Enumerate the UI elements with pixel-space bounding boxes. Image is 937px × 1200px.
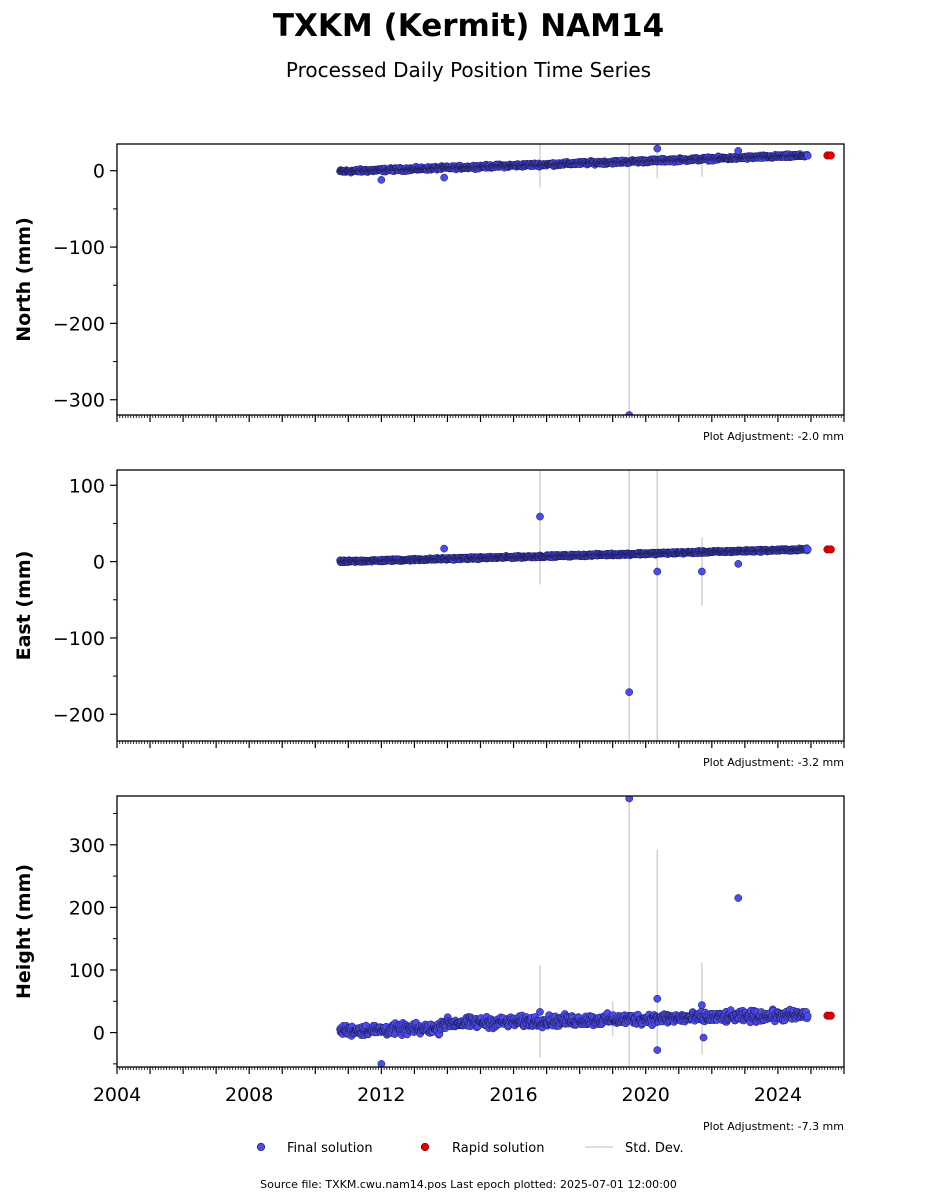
rapid-point <box>826 151 835 160</box>
final-point-outlier <box>698 567 706 576</box>
final-point <box>803 1012 812 1020</box>
final-point-outlier <box>698 1001 706 1009</box>
panels: 0 −100 −200 −300 North (mm) Plot Adjustment: … <box>13 143 845 1133</box>
final-point-outlier <box>653 994 662 1003</box>
ytick-label: 0 <box>93 1023 105 1045</box>
final-point-outlier <box>440 173 448 182</box>
final-point-outlier <box>734 894 743 902</box>
figure-title: TXKM (Kermit) NAM14 <box>273 8 664 44</box>
ytick-label: 0 <box>93 552 105 574</box>
final-point-outlier <box>625 796 634 803</box>
plot-adjustment: Plot Adjustment: -2.0 mm <box>703 430 844 443</box>
axes-frame <box>116 469 845 742</box>
ytick-label: −100 <box>53 237 105 259</box>
footer-source: Source file: TXKM.cwu.nam14.pos Last epo… <box>260 1178 677 1191</box>
ytick-label: 100 <box>69 475 105 497</box>
final-point-outlier <box>377 176 386 184</box>
rapid-point <box>826 1011 835 1020</box>
ytick-label: 100 <box>69 960 105 982</box>
plot-area <box>336 144 835 415</box>
plot-adjustment: Plot Adjustment: -3.2 mm <box>703 756 844 769</box>
legend-final-marker <box>256 1142 266 1152</box>
panel-1: 100 0 −100 −200 East (mm) Plot Adjustment: -3… <box>13 469 845 769</box>
panel-0: 0 −100 −200 −300 North (mm) Plot Adjustment: … <box>13 143 845 443</box>
figure-subtitle: Processed Daily Position Time Series <box>286 58 651 82</box>
final-point <box>803 151 812 160</box>
ytick-label: −200 <box>53 704 105 726</box>
legend-rapid-label: Rapid solution <box>452 1141 544 1156</box>
final-point-outlier <box>440 544 448 553</box>
final-point-outlier <box>734 560 743 568</box>
final-point-outlier <box>653 144 662 153</box>
legend-rapid-marker <box>420 1142 430 1152</box>
xtick-label: 2008 <box>225 1084 273 1106</box>
final-point-outlier <box>734 147 743 155</box>
xtick-label: 2020 <box>622 1084 670 1106</box>
ylabel: East (mm) <box>13 551 35 661</box>
legend-final-label: Final solution <box>287 1141 373 1156</box>
ytick-label: −200 <box>53 313 105 335</box>
plot-area <box>336 470 835 741</box>
xtick-label: 2024 <box>754 1084 802 1106</box>
xtick-label: 2016 <box>489 1084 537 1106</box>
final-point <box>803 545 812 554</box>
ytick-label: 300 <box>69 835 105 857</box>
final-point-outlier <box>653 567 662 576</box>
legend-std-label: Std. Dev. <box>625 1141 684 1156</box>
xtick-label: 2012 <box>357 1084 405 1106</box>
rapid-point <box>826 545 835 554</box>
final-point-outlier <box>625 688 634 696</box>
ytick-label: −100 <box>53 628 105 650</box>
ylabel: North (mm) <box>13 217 35 342</box>
final-point-outlier <box>536 1008 544 1016</box>
final-point-outlier <box>536 512 544 521</box>
plot-area <box>336 796 835 1067</box>
final-point-outlier <box>699 1033 708 1042</box>
ytick-label: −300 <box>53 390 105 412</box>
legend: Final solution Rapid solution Std. Dev. <box>256 1141 684 1156</box>
final-point-outlier <box>377 1060 386 1067</box>
panel-2: 300 200 100 0 2004 2008 2012 2016 2020 2024 Height… <box>13 795 845 1133</box>
ytick-label: 0 <box>93 161 105 183</box>
ytick-label: 200 <box>69 897 105 919</box>
xtick-label: 2004 <box>93 1084 141 1106</box>
final-point-outlier <box>653 1046 662 1054</box>
plot-adjustment: Plot Adjustment: -7.3 mm <box>703 1120 844 1133</box>
axes-frame <box>116 143 845 416</box>
ylabel: Height (mm) <box>13 864 35 999</box>
